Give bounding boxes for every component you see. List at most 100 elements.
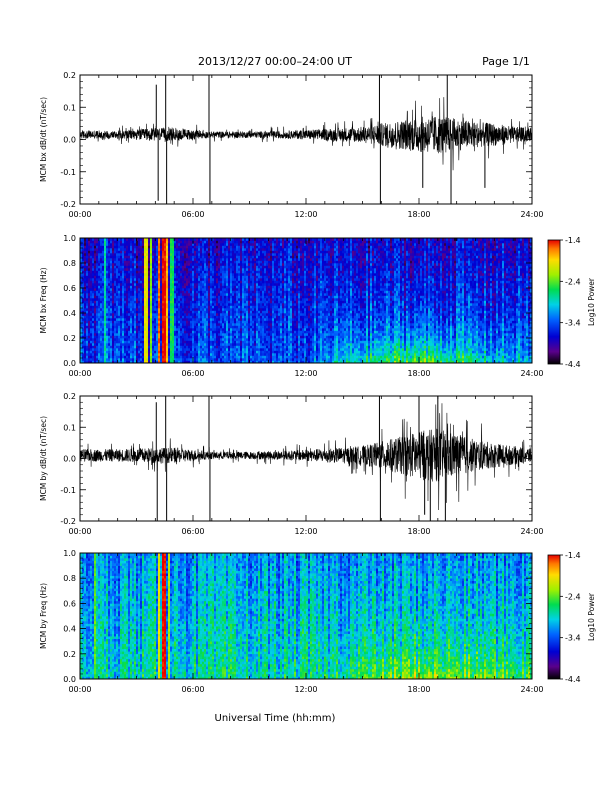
heatmap-cell: [122, 270, 125, 274]
heatmap-cell: [176, 345, 179, 349]
heatmap-cell: [80, 353, 83, 356]
heatmap-cell: [116, 288, 119, 291]
heatmap-cell: [80, 280, 83, 284]
heatmap-cell: [194, 335, 197, 339]
heatmap-cell: [268, 323, 271, 326]
heatmap-cell: [164, 348, 167, 351]
heatmap-cell: [94, 345, 97, 349]
heatmap-cell: [114, 303, 117, 306]
heatmap-cell: [100, 350, 103, 354]
heatmap-cell: [164, 295, 167, 299]
heatmap-cell: [84, 310, 87, 314]
heatmap-cell: [120, 295, 123, 299]
heatmap-cell: [220, 268, 223, 271]
heatmap-cell: [208, 298, 211, 301]
heatmap-cell: [136, 325, 139, 329]
heatmap-cell: [112, 340, 115, 344]
heatmap-cell: [196, 290, 199, 294]
heatmap-cell: [164, 293, 167, 296]
heatmap-cell: [102, 295, 105, 299]
heatmap-cell: [200, 320, 203, 324]
heatmap-cell: [104, 243, 107, 246]
heatmap-cell: [146, 275, 149, 279]
heatmap-cell: [152, 240, 155, 244]
heatmap-cell: [154, 303, 157, 306]
heatmap-cell: [240, 345, 243, 349]
heatmap-cell: [136, 255, 139, 259]
heatmap-cell: [88, 315, 91, 319]
heatmap-cell: [244, 238, 247, 241]
heatmap-cell: [116, 303, 119, 306]
heatmap-cell: [196, 255, 199, 259]
heatmap-cell: [214, 355, 217, 359]
heatmap-cell: [194, 330, 197, 334]
heatmap-cell: [218, 260, 221, 264]
heatmap-cell: [186, 320, 189, 324]
heatmap-cell: [244, 268, 247, 271]
heatmap-cell: [200, 298, 203, 301]
heatmap-cell: [130, 275, 133, 279]
heatmap-cell: [200, 353, 203, 356]
heatmap-cell: [110, 338, 113, 341]
heatmap-cell: [84, 340, 87, 344]
heatmap-cell: [248, 248, 251, 251]
heatmap-cell: [204, 328, 207, 331]
heatmap-cell: [154, 280, 157, 284]
heatmap-cell: [204, 250, 207, 254]
heatmap-cell: [174, 258, 177, 261]
heatmap-cell: [256, 265, 259, 269]
heatmap-cell: [234, 248, 237, 251]
heatmap-cell: [156, 360, 159, 364]
heatmap-cell: [152, 350, 155, 354]
heatmap-cell: [266, 255, 269, 259]
heatmap-cell: [140, 338, 143, 341]
heatmap-cell: [152, 308, 155, 311]
heatmap-cell: [214, 335, 217, 339]
heatmap-cell: [150, 355, 153, 359]
heatmap-cell: [156, 248, 159, 251]
heatmap-cell: [216, 253, 219, 256]
heatmap-cell: [114, 245, 117, 249]
heatmap-cell: [228, 245, 231, 249]
heatmap-cell: [236, 298, 239, 301]
heatmap-cell: [102, 325, 105, 329]
heatmap-cell: [126, 338, 129, 341]
heatmap-cell: [114, 248, 117, 251]
heatmap-cell: [98, 310, 101, 314]
heatmap-cell: [160, 283, 163, 286]
heatmap-cell: [232, 355, 235, 359]
heatmap-cell: [142, 263, 145, 266]
heatmap-cell: [206, 265, 209, 269]
heatmap-cell: [160, 323, 163, 326]
heatmap-cell: [228, 275, 231, 279]
heatmap-cell: [208, 293, 211, 296]
heatmap-cell: [130, 328, 133, 331]
heatmap-cell: [112, 253, 115, 256]
heatmap-cell: [254, 250, 257, 254]
heatmap-cell: [228, 268, 231, 271]
heatmap-cell: [228, 278, 231, 281]
heatmap-cell: [166, 360, 169, 364]
heatmap-cell: [254, 333, 257, 336]
heatmap-cell: [212, 253, 215, 256]
heatmap-cell: [116, 348, 119, 351]
heatmap-cell: [250, 248, 253, 251]
heatmap-cell: [202, 275, 205, 279]
heatmap-cell: [200, 288, 203, 291]
heatmap-cell: [108, 270, 111, 274]
heatmap-cell: [80, 355, 83, 359]
heatmap-cell: [204, 335, 207, 339]
heatmap-cell: [132, 263, 135, 266]
heatmap-cell: [162, 355, 165, 359]
heatmap-cell: [192, 353, 195, 356]
heatmap-cell: [158, 315, 161, 319]
heatmap-cell: [98, 248, 101, 251]
heatmap-cell: [148, 290, 151, 294]
heatmap-cell: [104, 265, 107, 269]
heatmap-cell: [168, 323, 171, 326]
heatmap-cell: [96, 293, 99, 296]
heatmap-cell: [202, 283, 205, 286]
heatmap-cell: [188, 343, 191, 346]
heatmap-cell: [180, 273, 183, 276]
heatmap-cell: [126, 323, 129, 326]
